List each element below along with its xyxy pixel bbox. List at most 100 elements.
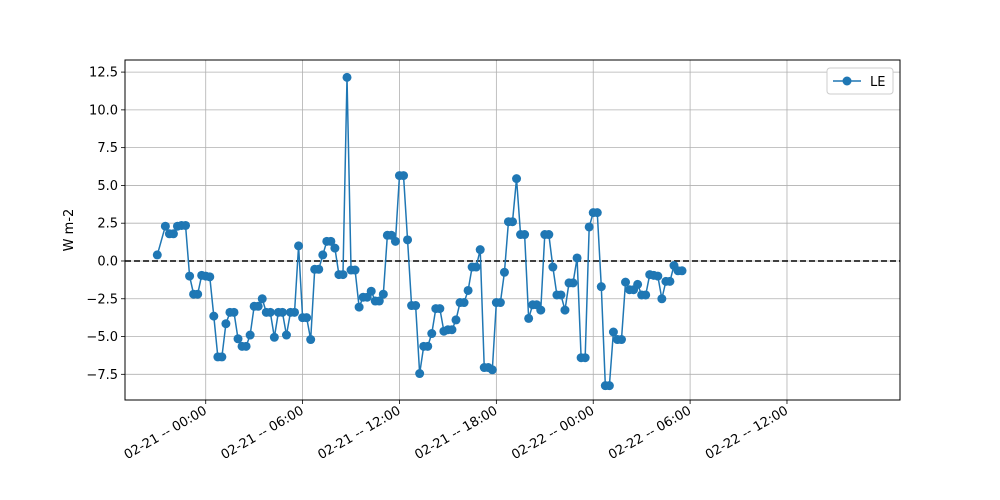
y-tick-label: 12.5: [89, 66, 118, 81]
data-point: [253, 301, 263, 311]
y-tick-label: 10.0: [89, 103, 118, 118]
x-axis: 02-21 -- 00:00 02-21 -- 06:00 02-21 -- 12:…: [122, 400, 791, 463]
data-point: [205, 272, 215, 282]
data-point: [390, 236, 400, 246]
data-point: [306, 335, 316, 345]
y-axis-label: W m-2: [62, 209, 77, 252]
data-point: [608, 327, 618, 337]
data-point: [584, 222, 594, 232]
data-point: [459, 298, 469, 308]
x-tick-label: 02-22 -- 12:00: [703, 403, 791, 462]
data-point: [229, 307, 239, 317]
data-point: [548, 262, 558, 272]
legend-marker-swatch: [842, 76, 852, 86]
data-point: [471, 262, 481, 272]
data-point: [508, 217, 517, 227]
data-point: [281, 330, 291, 340]
data-point: [633, 279, 643, 289]
x-tick-label: 02-21 -- 12:00: [316, 403, 404, 462]
data-point: [217, 352, 227, 362]
data-point: [160, 221, 170, 231]
data-point: [596, 282, 606, 292]
data-point: [580, 353, 590, 363]
y-tick-label: 7.5: [97, 141, 118, 156]
data-point: [221, 319, 231, 329]
y-tick-label: 2.5: [97, 217, 118, 232]
y-tick-label: −5.0: [86, 330, 118, 345]
data-point: [556, 290, 566, 300]
data-point: [193, 289, 203, 299]
y-tick-label: −2.5: [86, 292, 118, 307]
data-point: [277, 307, 287, 317]
data-point: [427, 329, 437, 339]
data-point: [665, 276, 675, 286]
data-point: [524, 313, 534, 323]
legend: LE: [826, 67, 894, 95]
data-point: [342, 72, 352, 82]
data-point: [677, 266, 687, 276]
data-point: [302, 313, 312, 323]
data-point: [616, 335, 626, 345]
data-point: [185, 271, 195, 281]
data-point: [544, 230, 554, 240]
data-point: [447, 325, 457, 335]
data-point: [245, 330, 255, 340]
data-point: [257, 294, 267, 304]
data-point: [350, 265, 360, 275]
y-tick-label: 0.0: [97, 254, 118, 269]
data-point: [536, 305, 546, 315]
data-point: [326, 236, 336, 246]
x-tick-label: 02-21 -- 06:00: [219, 403, 307, 462]
data-point: [338, 270, 348, 280]
x-tick-label: 02-21 -- 00:00: [122, 403, 210, 462]
data-point: [604, 381, 614, 391]
y-tick-label: 5.0: [97, 179, 118, 194]
data-point: [411, 301, 421, 311]
x-tick-label: 02-22 -- 00:00: [509, 403, 597, 462]
data-point: [181, 220, 191, 230]
data-point: [568, 278, 578, 288]
data-point: [403, 235, 413, 245]
data-point: [415, 369, 425, 379]
data-point: [374, 296, 384, 306]
data-point: [241, 341, 251, 351]
data-point: [520, 230, 530, 240]
data-point: [354, 302, 364, 312]
data-point: [378, 289, 388, 299]
data-point: [399, 171, 409, 181]
data-point: [209, 311, 219, 321]
data-point: [152, 250, 162, 260]
data-point: [423, 341, 433, 351]
data-point: [572, 253, 582, 263]
data-point: [314, 264, 324, 274]
data-point: [592, 208, 602, 218]
data-point: [451, 315, 461, 325]
data-point: [641, 290, 651, 300]
data-point: [330, 243, 340, 253]
data-point: [168, 229, 178, 239]
data-point: [290, 307, 300, 317]
data-point: [487, 365, 497, 375]
data-point: [269, 332, 279, 342]
data-point: [560, 305, 570, 315]
data-point: [265, 307, 275, 317]
series-le: [152, 72, 687, 391]
data-point: [657, 294, 667, 304]
data-point: [294, 241, 304, 251]
data-point: [475, 245, 485, 255]
data-point: [463, 285, 473, 295]
data-point: [499, 267, 509, 277]
y-axis: −7.5 −5.0 −2.5 0.0 2.5 5.0 7.5 10.0 12.5: [86, 66, 125, 383]
x-tick-label: 02-21 -- 18:00: [412, 403, 500, 462]
plot-frame: [124, 59, 901, 401]
y-tick-label: −7.5: [86, 368, 118, 383]
data-point: [318, 250, 328, 260]
data-point: [366, 286, 376, 296]
data-point: [653, 271, 663, 281]
data-point: [512, 174, 522, 184]
x-tick-label: 02-22 -- 06:00: [606, 403, 694, 462]
data-point: [233, 334, 243, 344]
data-point: [621, 277, 631, 287]
data-point: [495, 298, 505, 308]
